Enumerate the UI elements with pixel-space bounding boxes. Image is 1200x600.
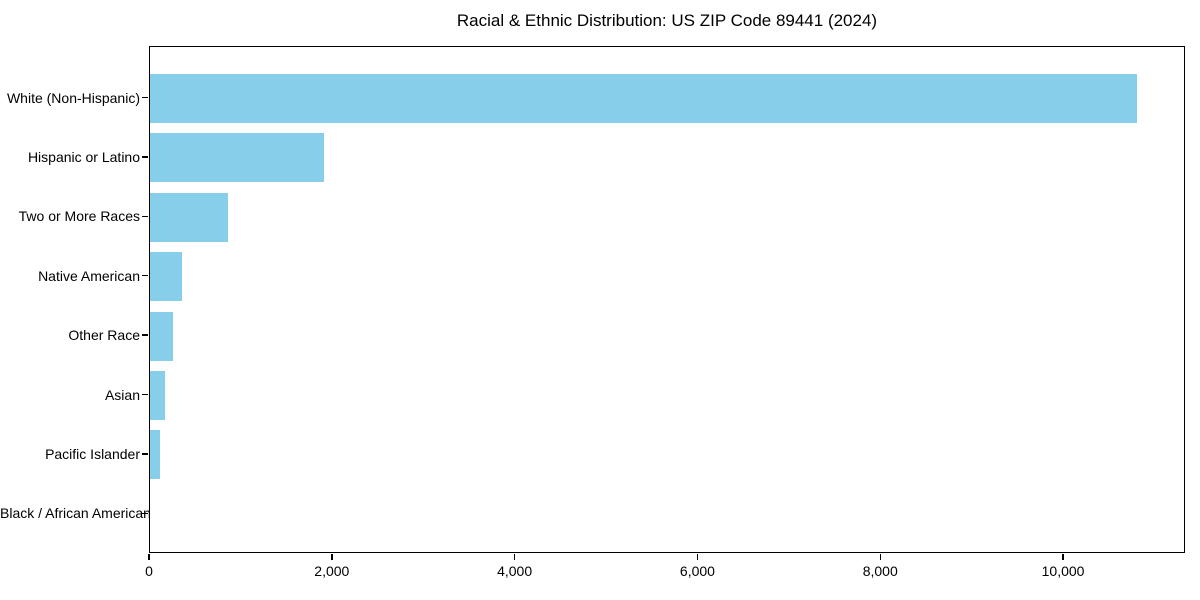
bar: [150, 311, 173, 361]
bar: [150, 371, 165, 420]
y-tick-label: Two or More Races: [18, 208, 140, 225]
bar: [150, 192, 228, 242]
x-tick: [331, 554, 333, 560]
chart-title: Racial & Ethnic Distribution: US ZIP Cod…: [456, 11, 878, 30]
y-tick: [142, 453, 148, 455]
y-tick-label: Black / African American: [0, 505, 151, 522]
y-tick: [142, 96, 148, 99]
bar: [150, 430, 161, 480]
x-tick: [513, 554, 516, 560]
y-tick-label: Hispanic or Latino: [27, 148, 140, 165]
y-tick: [142, 275, 148, 277]
x-tick-label: 0: [145, 563, 153, 579]
y-tick-label: Other Race: [68, 327, 140, 344]
y-tick: [142, 215, 148, 217]
bar: [150, 74, 1138, 123]
x-tick-label: 10,000: [1041, 563, 1085, 579]
x-tick: [1062, 554, 1064, 560]
y-tick: [142, 334, 148, 336]
y-tick-label: Pacific Islander: [45, 445, 140, 462]
y-tick-label: White (Non-Hispanic): [6, 89, 140, 106]
y-tick: [142, 512, 148, 514]
x-tick: [879, 554, 881, 560]
x-tick-label: 4,000: [497, 563, 533, 579]
y-tick: [142, 156, 148, 158]
y-tick-label: Asian: [104, 386, 140, 403]
plot-area: [149, 46, 1185, 553]
bar: [150, 133, 324, 183]
x-tick: [148, 554, 150, 560]
x-tick-label: 6,000: [679, 563, 715, 579]
y-tick: [142, 393, 148, 396]
x-tick-label: 2,000: [314, 563, 350, 579]
x-tick: [696, 554, 699, 560]
y-tick-label: Native American: [38, 267, 140, 284]
x-tick-label: 8,000: [862, 563, 898, 579]
bar: [150, 252, 182, 302]
